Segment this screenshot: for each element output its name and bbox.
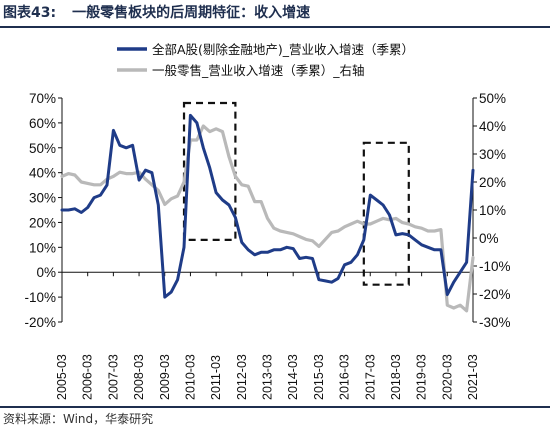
y-left-tick-label: 50% (29, 141, 56, 156)
y-left-tick-label: 0% (36, 265, 56, 280)
axes: -20% -10% 0% 10% 20% 30% 40% 50% 60% 70% -30% -20% -… (24, 91, 510, 400)
figure-title-bar: 图表43: 一般零售板块的后周期特征：收入增速 (0, 0, 550, 26)
y-right-tick-label: 30% (479, 147, 506, 162)
y-left-tick-label: 20% (29, 215, 56, 230)
x-tick-label: 2017-03 (363, 354, 377, 400)
chart-legend: 全部A股(剔除金融地产)_营业收入增速（季累） 一般零售_营业收入增速（季累）_… (117, 42, 414, 78)
y-right-tick-label: 0% (479, 231, 499, 246)
x-tick-label: 2020-03 (440, 354, 454, 400)
y-right-tick-label: -20% (479, 287, 511, 302)
y-left-tick-label: -10% (24, 290, 56, 305)
x-tick-label: 2021-03 (466, 354, 480, 400)
x-tick-label: 2008-03 (132, 354, 146, 400)
title-rule (0, 26, 550, 28)
x-tick-label: 2007-03 (106, 354, 120, 400)
legend-label-b: 一般零售_营业收入增速（季累）_右轴 (152, 63, 365, 78)
y-right-tick-label: 50% (479, 91, 506, 106)
y-right-tick-label: 40% (479, 119, 506, 134)
y-right-tick-label: -10% (479, 259, 511, 274)
x-tick-label: 2018-03 (389, 354, 403, 400)
y-left-tick-label: 40% (29, 166, 56, 181)
x-tick-label: 2016-03 (338, 354, 352, 400)
x-tick-label: 2019-03 (415, 354, 429, 400)
x-tick-label: 2015-03 (312, 354, 326, 400)
y-left-tick-label: 30% (29, 191, 56, 206)
y-right-tick-label: 10% (479, 203, 506, 218)
x-tick-label: 2005-03 (55, 354, 69, 400)
figure-label: 图表43: (3, 5, 57, 21)
highlight-box-2 (362, 141, 410, 286)
series-line-general-retail (60, 124, 475, 313)
x-tick-label: 2006-03 (81, 354, 95, 400)
highlight-box-1 (182, 101, 237, 241)
annotation-boxes (182, 101, 410, 286)
figure-title: 一般零售板块的后周期特征：收入增速 (72, 5, 311, 21)
y-right-tick-label: 20% (479, 175, 506, 190)
x-tick-label: 2010-03 (183, 354, 197, 400)
y-left-tick-label: -20% (24, 315, 56, 330)
source-rule (0, 406, 550, 408)
y-left-tick-label: 60% (29, 116, 56, 131)
x-tick-label: 2011-03 (209, 355, 223, 400)
x-tick-label: 2012-03 (235, 354, 249, 400)
series-lines (60, 113, 475, 313)
y-right-tick-label: -30% (479, 315, 511, 330)
source-note: 资料来源：Wind，华泰研究 (3, 412, 154, 426)
y-left-tick-label: 10% (29, 240, 56, 255)
x-tick-label: 2009-03 (158, 354, 172, 400)
legend-label-a: 全部A股(剔除金融地产)_营业收入增速（季累） (152, 42, 414, 57)
x-tick-label: 2013-03 (261, 354, 275, 400)
series-line-all-a-shares (60, 113, 475, 299)
y-left-tick-label: 70% (29, 91, 56, 106)
x-tick-label: 2014-03 (286, 354, 300, 400)
